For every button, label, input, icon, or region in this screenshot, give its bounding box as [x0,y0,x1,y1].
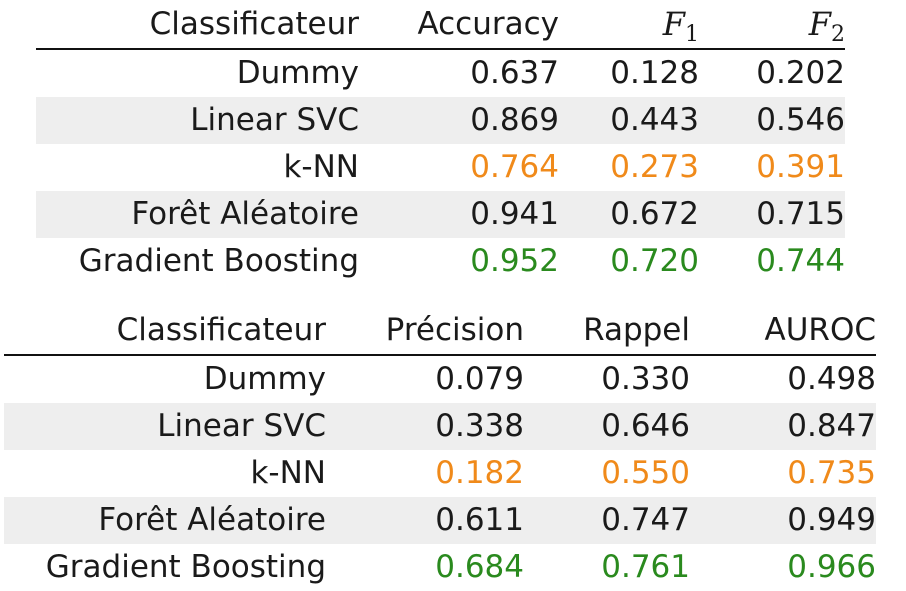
metric-value-cell: 0.764 [470,149,559,185]
metric-value-cell: 0.338 [326,403,524,450]
metric-value-cell: 0.611 [326,497,524,544]
classifier-metrics-table-1: Classificateur Accuracy F1 F2 Dummy 0.637… [36,1,845,285]
metric-value-cell: 0.966 [787,549,876,585]
classifier-name-cell: Dummy [203,361,326,397]
table-body: Dummy 0.637 0.128 0.202 Linear SVC 0.869 0.443… [36,49,845,285]
table-row: Gradient Boosting 0.952 0.720 0.744 [36,238,845,285]
metric-value-cell: 0.715 [699,191,845,238]
metric-value-cell: 0.744 [756,243,845,279]
header-f1-base: F [662,5,685,43]
header-auroc: AUROC [690,307,876,356]
metric-value-cell: 0.646 [524,403,690,450]
metric-value-cell: 0.735 [787,455,876,491]
metric-value-cell: 0.546 [699,97,845,144]
metric-value-cell: 0.273 [610,149,699,185]
table-row: Linear SVC 0.338 0.646 0.847 [4,403,876,450]
table-row: Forêt Aléatoire 0.611 0.747 0.949 [4,497,876,544]
table-row: Dummy 0.637 0.128 0.202 [36,49,845,97]
metric-value-cell: 0.761 [601,549,690,585]
table-body: Dummy 0.079 0.330 0.498 Linear SVC 0.338 0.646… [4,355,876,591]
classifier-name-cell: k-NN [283,149,359,185]
metric-value-cell: 0.684 [435,549,524,585]
table-row: Linear SVC 0.869 0.443 0.546 [36,97,845,144]
header-accuracy: Accuracy [359,1,559,50]
table-header-row: Classificateur Précision Rappel AUROC [4,307,876,356]
metric-value-cell: 0.747 [524,497,690,544]
header-f2-sub: 2 [831,22,845,47]
classifier-name-cell: Gradient Boosting [78,243,359,279]
header-f1: F1 [559,1,699,50]
metric-value-cell: 0.443 [559,97,699,144]
metric-value-cell: 0.498 [787,361,876,397]
header-classifier: Classificateur [36,1,359,50]
table-row: Forêt Aléatoire 0.941 0.672 0.715 [36,191,845,238]
metric-value-cell: 0.550 [601,455,690,491]
metric-value-cell: 0.949 [690,497,876,544]
metric-value-cell: 0.391 [756,149,845,185]
metric-value-cell: 0.182 [435,455,524,491]
classifier-metrics-table-2: Classificateur Précision Rappel AUROC Du… [4,307,876,591]
classifier-name-cell: k-NN [250,455,326,491]
metric-value-cell: 0.330 [601,361,690,397]
metric-value-cell: 0.128 [610,55,699,91]
classifier-name-cell: Dummy [236,55,359,91]
table-row: Dummy 0.079 0.330 0.498 [4,355,876,403]
metric-value-cell: 0.079 [435,361,524,397]
classifier-name-cell: Gradient Boosting [45,549,326,585]
classifier-name-cell: Linear SVC [36,97,359,144]
metric-value-cell: 0.720 [610,243,699,279]
metric-value-cell: 0.202 [756,55,845,91]
classifier-name-cell: Linear SVC [4,403,326,450]
metric-value-cell: 0.952 [470,243,559,279]
metric-value-cell: 0.672 [559,191,699,238]
table-header-row: Classificateur Accuracy F1 F2 [36,1,845,50]
header-recall: Rappel [524,307,690,356]
table-row: k-NN 0.764 0.273 0.391 [36,144,845,191]
metric-value-cell: 0.941 [359,191,559,238]
header-f2: F2 [699,1,845,50]
header-precision: Précision [326,307,524,356]
header-classifier: Classificateur [4,307,326,356]
classifier-name-cell: Forêt Aléatoire [4,497,326,544]
header-f1-sub: 1 [685,22,699,47]
table-row: Gradient Boosting 0.684 0.761 0.966 [4,544,876,591]
table-row: k-NN 0.182 0.550 0.735 [4,450,876,497]
header-f2-base: F [808,5,831,43]
metric-value-cell: 0.637 [470,55,559,91]
metric-value-cell: 0.869 [359,97,559,144]
classifier-name-cell: Forêt Aléatoire [36,191,359,238]
metric-value-cell: 0.847 [690,403,876,450]
